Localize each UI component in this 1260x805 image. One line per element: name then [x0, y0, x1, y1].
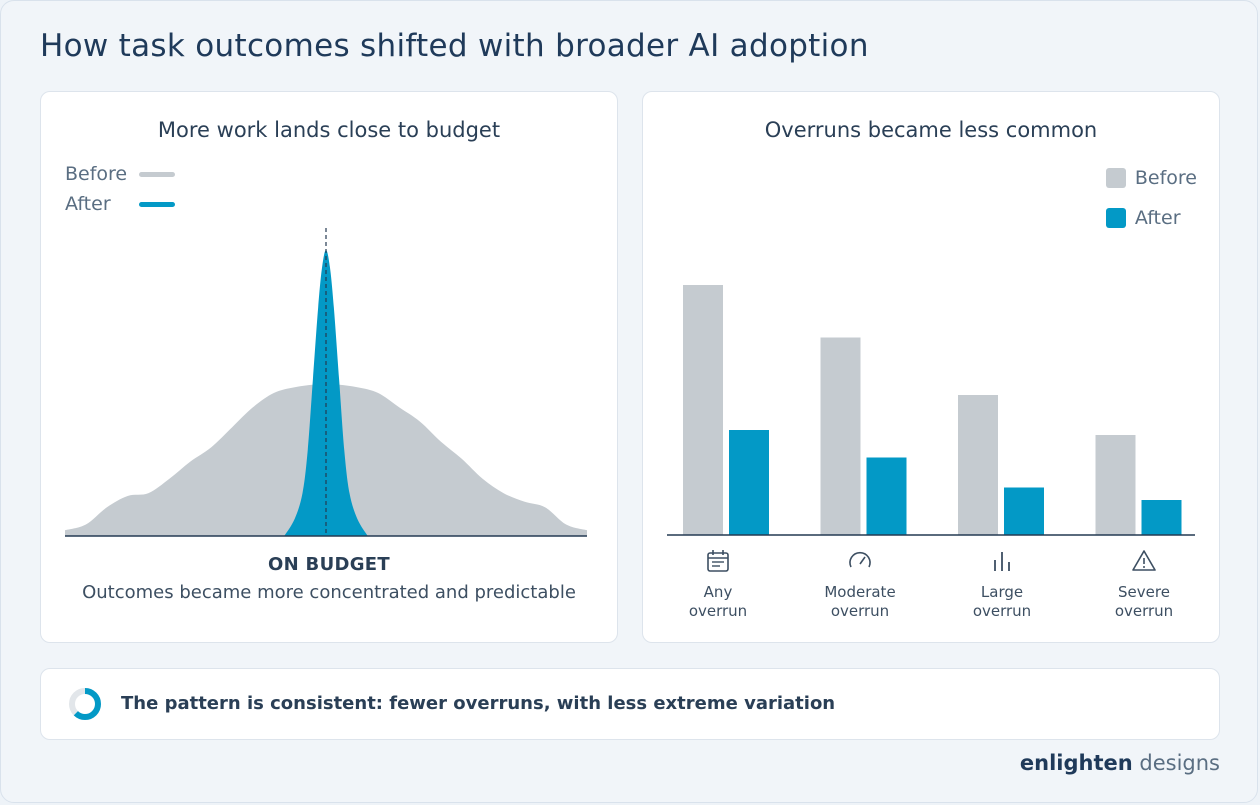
category-label-line2: overrun	[830, 602, 890, 620]
legend-label-after: After	[1134, 207, 1181, 229]
distribution-chart	[65, 228, 587, 537]
legend-label-before: Before	[1134, 167, 1197, 189]
distribution-title: More work lands close to budget	[157, 118, 501, 142]
distribution-panel: More work lands close to budget Before A…	[40, 91, 618, 643]
legend-label-after: After	[65, 193, 111, 215]
brand-name-part1: enlighten	[1019, 751, 1133, 775]
summary-text: The pattern is consistent: fewer overrun…	[121, 693, 836, 714]
category-label-any: Any overrun	[663, 583, 773, 621]
category-label-line2: overrun	[972, 602, 1032, 620]
bar-chart-icon	[994, 552, 1010, 571]
bar-after-3	[1141, 500, 1182, 535]
warning-icon	[1132, 550, 1156, 571]
gauge-icon	[849, 551, 871, 568]
category-label-line2: overrun	[688, 602, 748, 620]
donut-progress-icon	[69, 688, 101, 720]
legend-item-before: Before	[65, 159, 175, 189]
legend-line-after	[139, 201, 175, 207]
category-label-line1: Severe	[1118, 583, 1170, 601]
overrun-legend: Before After	[1105, 158, 1197, 238]
bar-after-1	[866, 457, 907, 535]
overrun-panel: Overruns became less common Before After	[642, 91, 1220, 643]
bar-before-1	[820, 337, 861, 535]
summary-banner: The pattern is consistent: fewer overrun…	[40, 668, 1220, 740]
on-budget-label: ON BUDGET	[268, 554, 390, 575]
category-label-severe: Severe overrun	[1089, 583, 1199, 621]
calendar-icon	[707, 550, 729, 572]
category-label-moderate: Moderate overrun	[805, 583, 915, 621]
legend-label-before: Before	[65, 163, 128, 185]
category-label-large: Large overrun	[947, 583, 1057, 621]
distribution-legend: Before After	[65, 159, 175, 219]
category-label-line2: overrun	[1114, 602, 1174, 620]
legend-item-before: Before	[1105, 158, 1197, 198]
category-label-line1: Moderate	[824, 583, 896, 601]
bar-before-2	[958, 395, 998, 535]
distribution-caption: Outcomes became more concentrated and pr…	[82, 582, 576, 603]
overrun-bar-chart	[667, 285, 1195, 536]
brand-logo: enlighten designs	[1020, 751, 1220, 775]
brand-name-part2: designs	[1132, 751, 1220, 775]
category-label-line1: Any	[703, 583, 733, 601]
bar-after-0	[729, 430, 769, 535]
bar-after-2	[1004, 487, 1044, 535]
legend-item-after: After	[1105, 198, 1197, 238]
page-title: How task outcomes shifted with broader A…	[40, 28, 869, 64]
category-label-line1: Large	[980, 583, 1024, 601]
bar-before-0	[683, 285, 723, 535]
legend-line-before	[139, 171, 175, 177]
legend-swatch-before	[1105, 168, 1126, 188]
legend-swatch-after	[1105, 208, 1126, 228]
bar-before-3	[1095, 435, 1136, 535]
legend-item-after: After	[65, 189, 175, 219]
overrun-title: Overruns became less common	[764, 118, 1098, 142]
